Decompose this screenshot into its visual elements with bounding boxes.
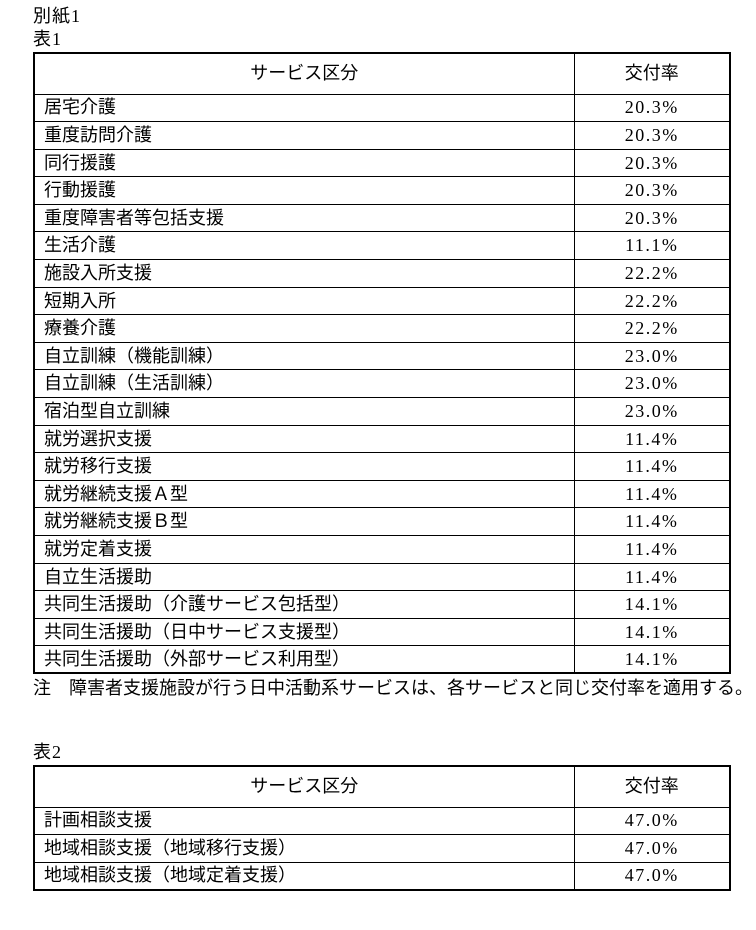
column-header-rate: 交付率 xyxy=(573,52,731,95)
service-name-cell: 共同生活援助（介護サービス包括型） xyxy=(33,590,575,619)
grant-rate-cell: 47.0% xyxy=(573,861,731,891)
service-name-cell: 行動援護 xyxy=(33,176,575,205)
grant-rate-cell: 23.0% xyxy=(573,341,731,371)
table-row: 就労選択支援 11.4% xyxy=(33,424,731,454)
service-name-cell: 計画相談支援 xyxy=(33,806,575,836)
grant-rate-cell: 47.0% xyxy=(573,806,731,836)
table-row: 就労継続支援Ｂ型 11.4% xyxy=(33,507,731,536)
grant-rate-cell: 14.1% xyxy=(573,645,731,674)
service-name-cell: 宿泊型自立訓練 xyxy=(33,397,575,426)
grant-rate-cell: 20.3% xyxy=(573,148,731,178)
table-row: 地域相談支援（地域移行支援） 47.0% xyxy=(33,834,731,863)
grant-rate-cell: 11.4% xyxy=(573,452,731,481)
service-name-cell: 重度訪問介護 xyxy=(33,121,575,150)
column-header-service: サービス区分 xyxy=(33,52,575,95)
service-name-cell: 共同生活援助（外部サービス利用型） xyxy=(33,645,575,674)
grant-rate-cell: 11.4% xyxy=(573,479,731,509)
grant-rate-cell: 22.2% xyxy=(573,314,731,343)
table-row: 重度訪問介護 20.3% xyxy=(33,121,731,150)
column-header-service: サービス区分 xyxy=(33,765,575,808)
service-name-cell: 就労移行支援 xyxy=(33,452,575,481)
service-name-cell: 地域相談支援（地域移行支援） xyxy=(33,834,575,863)
service-name-cell: 自立生活援助 xyxy=(33,562,575,592)
table-row: 行動援護 20.3% xyxy=(33,176,731,205)
service-name-cell: 就労継続支援Ａ型 xyxy=(33,479,575,509)
table2-header-row: サービス区分 交付率 xyxy=(33,765,731,808)
grant-rate-cell: 11.4% xyxy=(573,507,731,536)
grant-rate-cell: 14.1% xyxy=(573,617,731,647)
service-name-cell: 重度障害者等包括支援 xyxy=(33,203,575,233)
grant-rate-cell: 22.2% xyxy=(573,286,731,316)
service-name-cell: 共同生活援助（日中サービス支援型） xyxy=(33,617,575,647)
service-name-cell: 生活介護 xyxy=(33,231,575,261)
grant-rate-cell: 47.0% xyxy=(573,834,731,863)
column-header-rate: 交付率 xyxy=(573,765,731,808)
table2-grant-rates: サービス区分 交付率 計画相談支援 47.0% 地域相談支援（地域移行支援） 47.… xyxy=(33,765,731,891)
grant-rate-cell: 11.4% xyxy=(573,424,731,454)
table-row: 短期入所 22.2% xyxy=(33,286,731,316)
service-name-cell: 地域相談支援（地域定着支援） xyxy=(33,861,575,891)
table1-label: 表1 xyxy=(33,29,62,49)
table1-header-row: サービス区分 交付率 xyxy=(33,52,731,95)
table-row: 居宅介護 20.3% xyxy=(33,93,731,123)
table-row: 生活介護 11.1% xyxy=(33,231,731,261)
service-name-cell: 自立訓練（機能訓練） xyxy=(33,341,575,371)
service-name-cell: 短期入所 xyxy=(33,286,575,316)
table-row: 就労定着支援 11.4% xyxy=(33,535,731,564)
grant-rate-cell: 23.0% xyxy=(573,397,731,426)
grant-rate-cell: 14.1% xyxy=(573,590,731,619)
service-name-cell: 療養介護 xyxy=(33,314,575,343)
grant-rate-cell: 20.3% xyxy=(573,176,731,205)
table-row: 施設入所支援 22.2% xyxy=(33,259,731,288)
service-name-cell: 就労継続支援Ｂ型 xyxy=(33,507,575,536)
table-row: 計画相談支援 47.0% xyxy=(33,806,731,836)
grant-rate-cell: 11.4% xyxy=(573,535,731,564)
service-name-cell: 居宅介護 xyxy=(33,93,575,123)
table1-grant-rates: サービス区分 交付率 居宅介護 20.3% 重度訪問介護 20.3% 同行援護 20.… xyxy=(33,52,731,675)
grant-rate-cell: 23.0% xyxy=(573,369,731,399)
table2-label: 表2 xyxy=(33,742,62,762)
grant-rate-cell: 20.3% xyxy=(573,203,731,233)
service-name-cell: 施設入所支援 xyxy=(33,259,575,288)
table-row: 宿泊型自立訓練 23.0% xyxy=(33,397,731,426)
grant-rate-cell: 20.3% xyxy=(573,93,731,123)
table-row: 同行援護 20.3% xyxy=(33,148,731,178)
table-row: 自立生活援助 11.4% xyxy=(33,562,731,592)
service-name-cell: 同行援護 xyxy=(33,148,575,178)
service-name-cell: 就労定着支援 xyxy=(33,535,575,564)
table-row: 共同生活援助（外部サービス利用型） 14.1% xyxy=(33,645,731,674)
table-row: 療養介護 22.2% xyxy=(33,314,731,343)
table-row: 自立訓練（生活訓練） 23.0% xyxy=(33,369,731,399)
attachment-label: 別紙1 xyxy=(33,6,81,26)
table-row: 就労継続支援Ａ型 11.4% xyxy=(33,479,731,509)
table1-note: 注 障害者支援施設が行う日中活動系サービスは、各サービスと同じ交付率を適用する。 xyxy=(33,678,753,698)
table-row: 共同生活援助（介護サービス包括型） 14.1% xyxy=(33,590,731,619)
grant-rate-cell: 11.1% xyxy=(573,231,731,261)
service-name-cell: 自立訓練（生活訓練） xyxy=(33,369,575,399)
table-row: 地域相談支援（地域定着支援） 47.0% xyxy=(33,861,731,891)
table-row: 就労移行支援 11.4% xyxy=(33,452,731,481)
service-name-cell: 就労選択支援 xyxy=(33,424,575,454)
grant-rate-cell: 11.4% xyxy=(573,562,731,592)
table-row: 重度障害者等包括支援 20.3% xyxy=(33,203,731,233)
table-row: 自立訓練（機能訓練） 23.0% xyxy=(33,341,731,371)
grant-rate-cell: 22.2% xyxy=(573,259,731,288)
table-row: 共同生活援助（日中サービス支援型） 14.1% xyxy=(33,617,731,647)
grant-rate-cell: 20.3% xyxy=(573,121,731,150)
